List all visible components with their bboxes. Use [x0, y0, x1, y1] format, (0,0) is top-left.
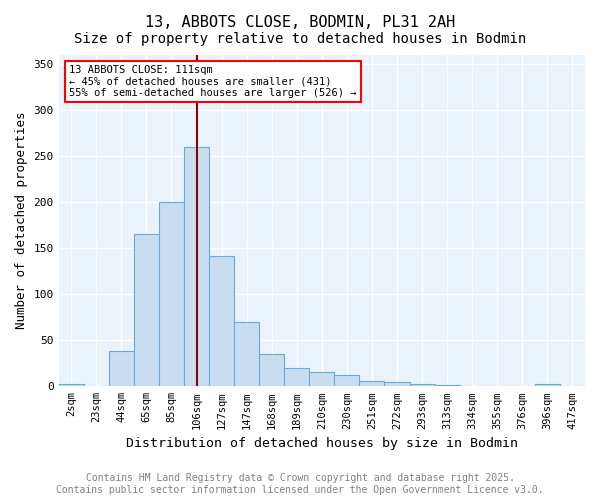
- Bar: [334, 376, 359, 386]
- X-axis label: Distribution of detached houses by size in Bodmin: Distribution of detached houses by size …: [126, 437, 518, 450]
- Bar: [234, 322, 259, 386]
- Bar: [109, 352, 134, 386]
- Text: Contains HM Land Registry data © Crown copyright and database right 2025.
Contai: Contains HM Land Registry data © Crown c…: [56, 474, 544, 495]
- Bar: [359, 381, 385, 386]
- Bar: [134, 234, 159, 386]
- Bar: [209, 256, 234, 386]
- Bar: [59, 384, 84, 386]
- Bar: [535, 384, 560, 386]
- Bar: [284, 368, 310, 386]
- Bar: [184, 147, 209, 386]
- Bar: [310, 372, 334, 386]
- Text: Size of property relative to detached houses in Bodmin: Size of property relative to detached ho…: [74, 32, 526, 46]
- Bar: [159, 202, 184, 386]
- Text: 13 ABBOTS CLOSE: 111sqm
← 45% of detached houses are smaller (431)
55% of semi-d: 13 ABBOTS CLOSE: 111sqm ← 45% of detache…: [69, 65, 356, 98]
- Bar: [410, 384, 434, 386]
- Bar: [259, 354, 284, 386]
- Y-axis label: Number of detached properties: Number of detached properties: [15, 112, 28, 330]
- Bar: [385, 382, 410, 386]
- Text: 13, ABBOTS CLOSE, BODMIN, PL31 2AH: 13, ABBOTS CLOSE, BODMIN, PL31 2AH: [145, 15, 455, 30]
